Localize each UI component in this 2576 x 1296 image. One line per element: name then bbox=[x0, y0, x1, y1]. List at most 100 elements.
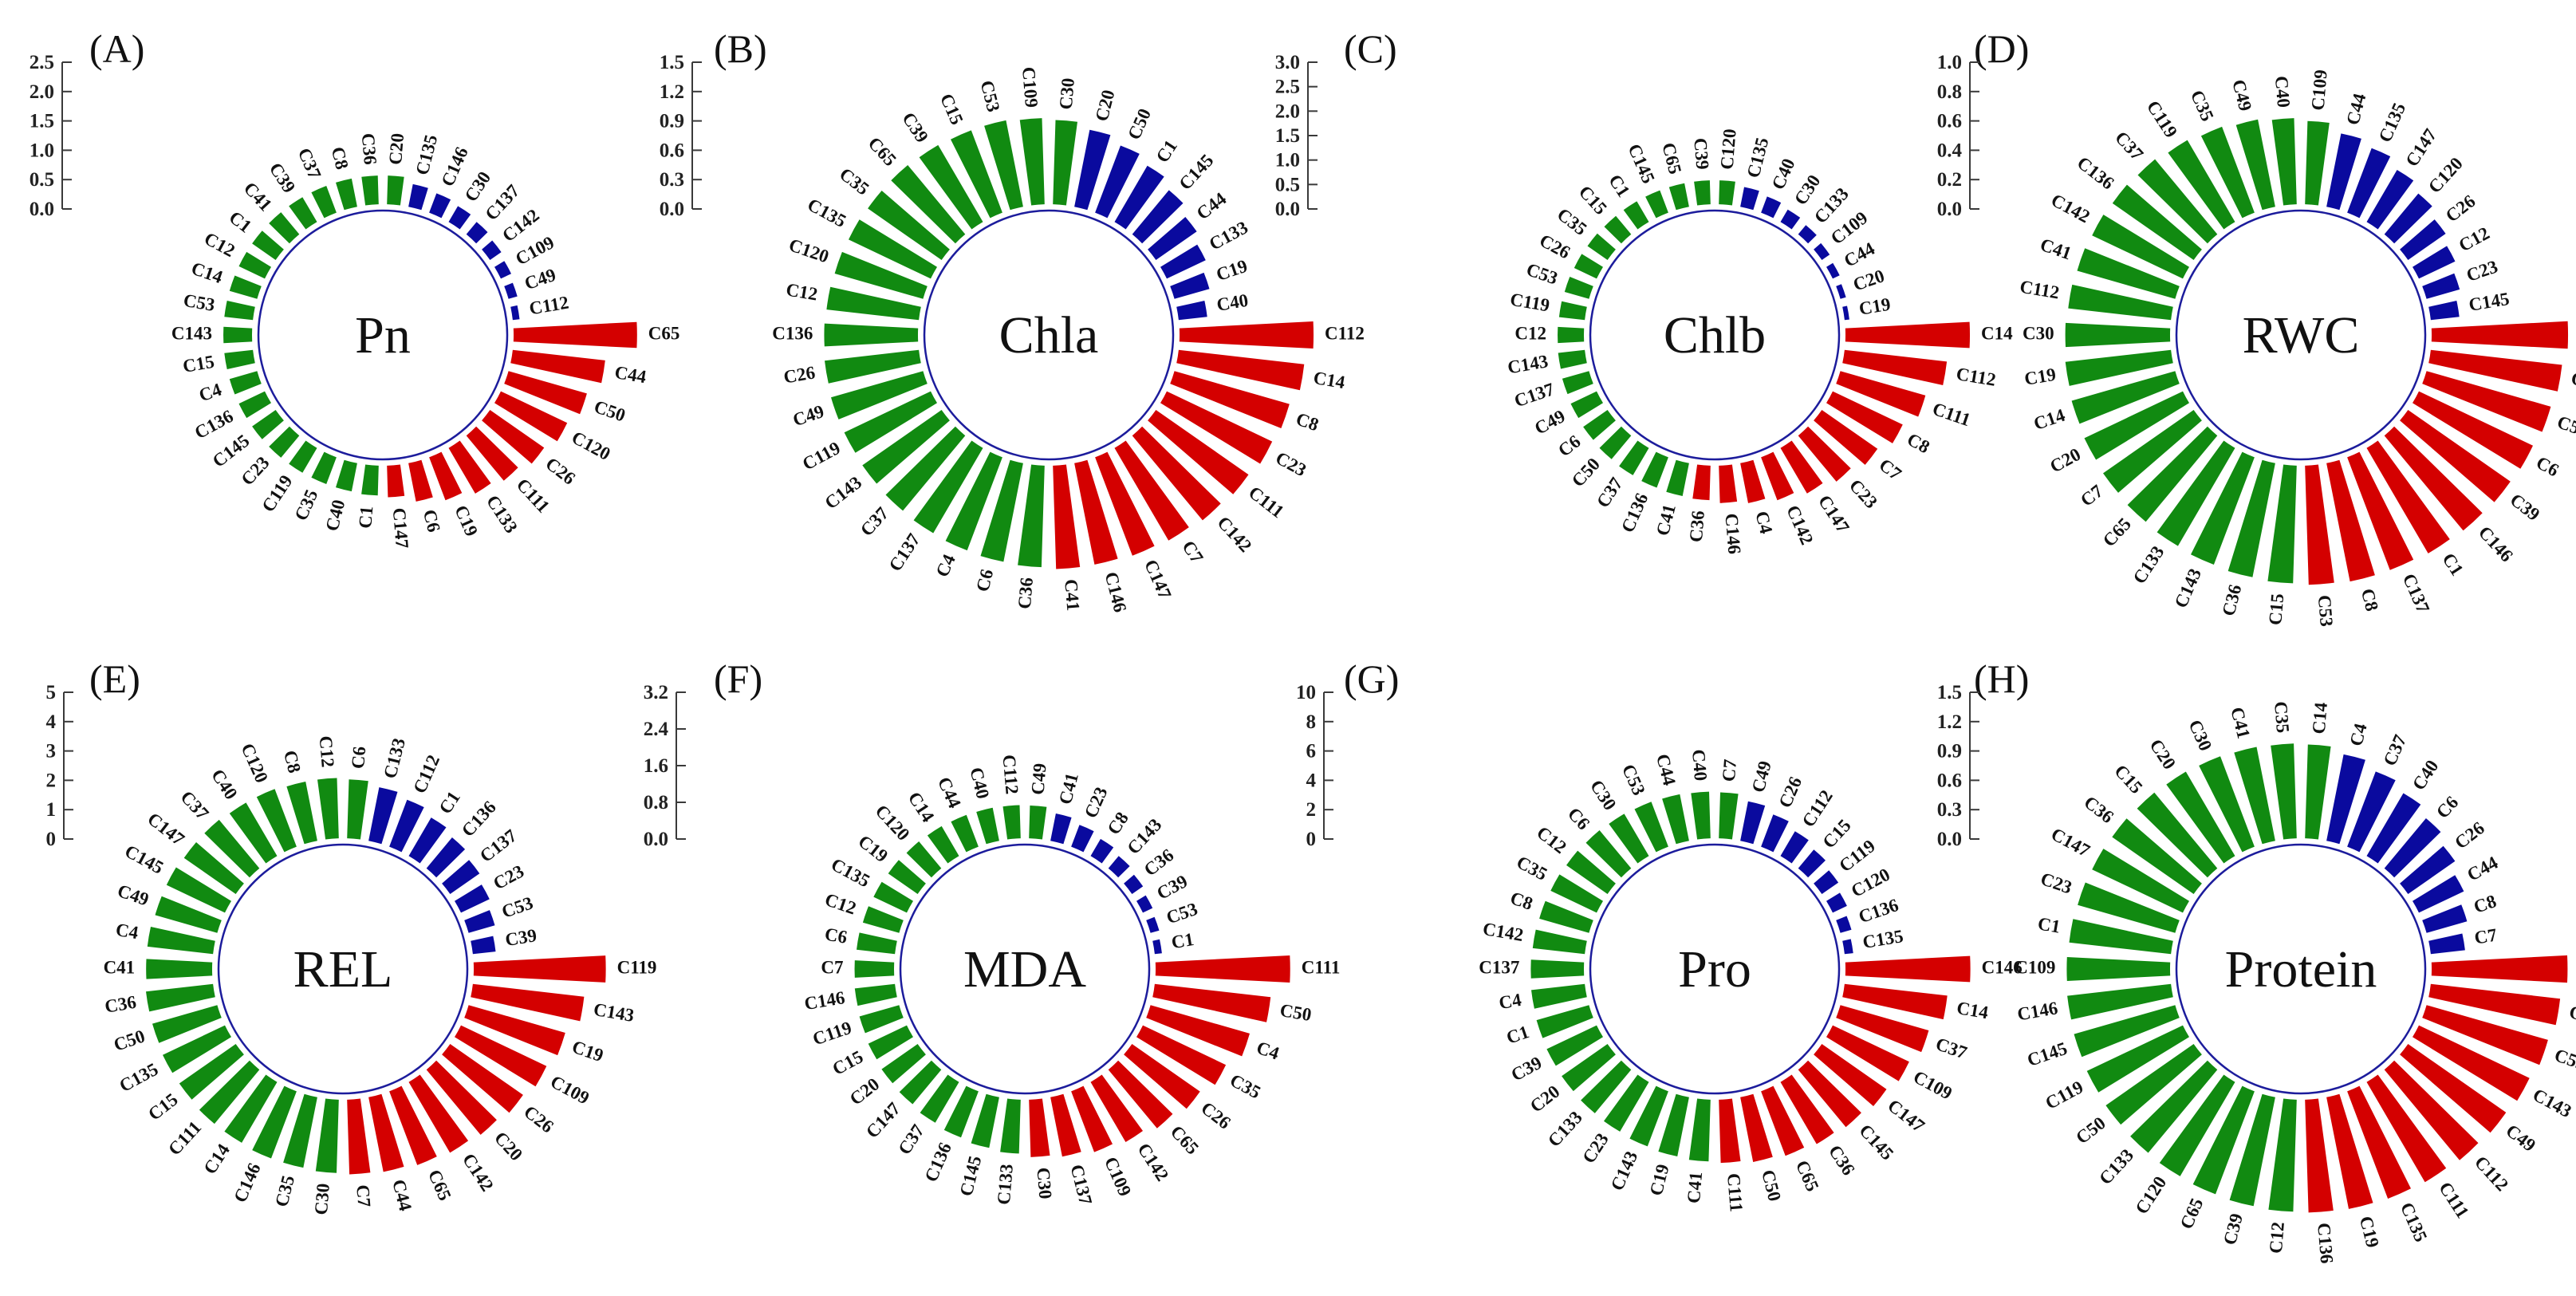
bar-c30 bbox=[1053, 120, 1077, 206]
category-label: C135 bbox=[412, 132, 442, 177]
tick-label: 5 bbox=[46, 682, 57, 703]
bar-c49 bbox=[831, 371, 928, 420]
bar-c50 bbox=[152, 1005, 222, 1043]
category-label: C65 bbox=[2099, 514, 2135, 550]
category-label: C49 bbox=[115, 880, 152, 909]
scale-axis: 0 2 4 6 8 10 bbox=[1296, 682, 1333, 850]
bar-c65 bbox=[2127, 426, 2218, 522]
bar-c44 bbox=[951, 814, 979, 853]
panel-protein: (H)ProteinC142C137C53C143C49C112C111C135… bbox=[1937, 656, 2576, 1264]
bar-c133 bbox=[368, 787, 398, 845]
category-label: C37 bbox=[1593, 474, 1627, 511]
category-label: C133 bbox=[2095, 1145, 2137, 1189]
bar-c37 bbox=[311, 186, 337, 219]
category-label: C120 bbox=[786, 234, 831, 266]
bar-c26 bbox=[1574, 254, 1603, 279]
category-label: C1 bbox=[355, 505, 376, 529]
category-label: C39 bbox=[898, 108, 932, 146]
category-label: C136 bbox=[772, 323, 813, 343]
bar-c120 bbox=[1826, 892, 1847, 913]
category-label: C65 bbox=[865, 133, 900, 170]
panel-letter: (F) bbox=[714, 656, 762, 701]
category-label: C15 bbox=[1818, 815, 1854, 852]
category-label: C39 bbox=[504, 925, 538, 950]
category-label: C136 bbox=[1856, 895, 1900, 927]
bar-c145 bbox=[1645, 190, 1668, 219]
bar-c19 bbox=[1842, 305, 1849, 321]
bar-c35 bbox=[868, 191, 950, 260]
bar-c53 bbox=[464, 910, 495, 933]
category-label: C7 bbox=[2473, 924, 2499, 947]
bar-c37 bbox=[920, 1074, 959, 1123]
bar-c133 bbox=[1000, 1098, 1021, 1154]
bar-c146 bbox=[429, 193, 451, 219]
bar-c49 bbox=[1029, 806, 1047, 840]
category-label: C65 bbox=[2176, 1195, 2208, 1231]
bar-c119 bbox=[859, 1005, 904, 1034]
bar-c147 bbox=[1780, 440, 1823, 494]
category-label: C36 bbox=[1825, 1141, 1859, 1179]
category-label: C137 bbox=[1479, 957, 1519, 977]
category-label: C145 bbox=[1175, 151, 1217, 195]
category-label: C36 bbox=[1014, 577, 1037, 610]
category-label: C65 bbox=[1167, 1121, 1203, 1158]
category-label: C146 bbox=[2475, 522, 2517, 566]
bar-c35 bbox=[311, 451, 337, 484]
bar-c7 bbox=[854, 960, 895, 978]
bar-c20 bbox=[426, 1060, 497, 1135]
category-label: C12 bbox=[822, 889, 859, 918]
category-label: C133 bbox=[380, 736, 409, 781]
category-label: C20 bbox=[2145, 735, 2180, 773]
category-label: C120 bbox=[1717, 128, 1740, 171]
bar-c19 bbox=[888, 860, 926, 894]
bar-c6 bbox=[408, 459, 433, 502]
bar-c143 bbox=[1629, 1085, 1668, 1147]
bar-c145 bbox=[1798, 1060, 1861, 1128]
scale-axis: 0.0 0.3 0.6 0.9 1.2 1.5 bbox=[660, 52, 702, 220]
category-label: C136 bbox=[191, 406, 237, 443]
category-label: C147 bbox=[1884, 1095, 1928, 1136]
category-label: C112 bbox=[2471, 1152, 2512, 1196]
center-label: RWC bbox=[2243, 306, 2360, 364]
category-label: C19 bbox=[1646, 1162, 1673, 1198]
tick-label: 0.8 bbox=[1937, 81, 1962, 103]
tick-label: 1.5 bbox=[1937, 682, 1962, 703]
bar-c111 bbox=[1148, 410, 1249, 494]
category-label: C1 bbox=[1170, 929, 1195, 952]
bar-c6 bbox=[857, 932, 897, 955]
bar-c19 bbox=[1658, 1093, 1689, 1156]
bar-c19 bbox=[464, 1005, 565, 1056]
bar-c41 bbox=[1050, 813, 1072, 845]
category-label: C112 bbox=[1798, 786, 1837, 830]
category-label: C15 bbox=[2265, 593, 2287, 626]
bar-c36 bbox=[2227, 459, 2275, 577]
bar-c7 bbox=[1719, 792, 1739, 840]
bar-c50 bbox=[1152, 983, 1271, 1022]
category-label: C26 bbox=[782, 362, 817, 387]
category-label: C49 bbox=[1531, 406, 1569, 439]
bar-c119 bbox=[844, 391, 937, 453]
bar-c8 bbox=[1090, 838, 1114, 864]
bar-c39 bbox=[2229, 1093, 2275, 1207]
category-label: C143 bbox=[821, 472, 866, 513]
category-label: C41 bbox=[1684, 1171, 1706, 1204]
category-label: C120 bbox=[2424, 153, 2467, 197]
bar-c20 bbox=[1836, 284, 1846, 299]
category-label: C12 bbox=[2456, 223, 2493, 256]
bar-c137 bbox=[466, 222, 488, 244]
bar-c6 bbox=[1585, 830, 1632, 878]
category-label: C6 bbox=[2533, 452, 2562, 480]
category-label: C147 bbox=[2048, 824, 2093, 861]
bar-c12 bbox=[862, 906, 904, 933]
category-label: C111 bbox=[1930, 399, 1973, 430]
bar-c147 bbox=[1814, 1044, 1887, 1106]
category-label: C14 bbox=[199, 1140, 234, 1177]
category-label: C133 bbox=[2129, 542, 2168, 587]
panel-letter: (E) bbox=[89, 656, 140, 701]
bar-c20 bbox=[881, 1044, 926, 1084]
bar-c137 bbox=[2428, 983, 2561, 1026]
bar-c112 bbox=[1780, 831, 1809, 864]
category-label: C39 bbox=[266, 160, 300, 197]
category-label: C14 bbox=[1956, 998, 1991, 1022]
bar-c36 bbox=[361, 175, 379, 206]
